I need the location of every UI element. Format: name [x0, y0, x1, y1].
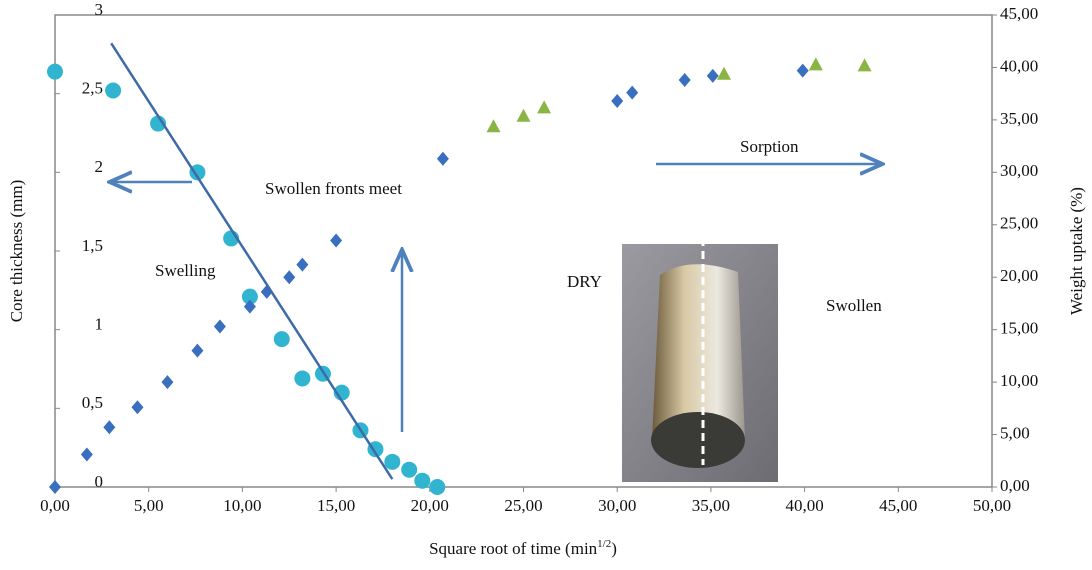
point [213, 319, 226, 334]
x-tick-label: 5,00 [134, 496, 164, 515]
y2-tick-label: 40,00 [1000, 56, 1038, 75]
point [273, 331, 290, 348]
point [717, 66, 732, 80]
annotation: DRY [567, 272, 602, 291]
point [103, 420, 116, 435]
point [161, 375, 174, 390]
point [486, 119, 501, 133]
y2-tick-label: 15,00 [1000, 319, 1038, 338]
x-axis-title: Square root of time (min1/2) [429, 538, 617, 558]
y-tick-label: 0,5 [82, 393, 103, 412]
y2-axis-title: Weight uptake (%) [1067, 187, 1086, 315]
point [189, 164, 206, 181]
x-tick-label: 25,00 [504, 496, 542, 515]
point [706, 68, 719, 83]
y-tick-label: 3 [95, 0, 104, 19]
point [49, 480, 61, 494]
point [243, 299, 256, 314]
plot-frame [54, 14, 993, 488]
y2-tick-label: 35,00 [1000, 109, 1038, 128]
x-axis-title-suffix: ) [611, 539, 617, 558]
point [150, 115, 167, 132]
point [436, 151, 449, 166]
y2-tick-label: 45,00 [1000, 4, 1038, 23]
point [105, 82, 122, 99]
annotation: Swollen [826, 296, 882, 315]
y2-tick-label: 5,00 [1000, 423, 1030, 442]
y2-tick-label: 30,00 [1000, 161, 1038, 180]
y-tick-label: 2 [95, 157, 104, 176]
x-tick-label: 15,00 [317, 496, 355, 515]
point [191, 343, 204, 358]
x-tick-label: 45,00 [879, 496, 917, 515]
point [626, 85, 639, 100]
x-tick-label: 35,00 [692, 496, 730, 515]
point [283, 270, 296, 285]
y2-tick-label: 0,00 [1000, 476, 1030, 495]
y2-tick-label: 25,00 [1000, 214, 1038, 233]
x-axis-title-text: Square root of time (min [429, 539, 598, 558]
point [241, 288, 258, 305]
y-tick-label: 0 [95, 472, 104, 491]
x-tick-label: 30,00 [598, 496, 636, 515]
y-tick-label: 2,5 [82, 79, 103, 98]
point [294, 370, 311, 387]
annotation: Swelling [155, 261, 216, 280]
point [796, 63, 809, 78]
x-axis-title-sup: 1/2 [597, 538, 611, 550]
y-tick-label: 1,5 [82, 236, 103, 255]
point [131, 400, 144, 415]
point [678, 73, 691, 88]
point [516, 108, 531, 122]
point [537, 100, 552, 114]
point [330, 233, 343, 248]
point [857, 58, 872, 72]
point [611, 94, 624, 109]
point [384, 453, 401, 470]
point [296, 257, 309, 272]
x-tick-label: 0,00 [40, 496, 70, 515]
point [808, 57, 823, 71]
y2-tick-label: 20,00 [1000, 266, 1038, 285]
arrows [112, 164, 880, 432]
y2-tick-label: 10,00 [1000, 371, 1038, 390]
x-tick-label: 40,00 [785, 496, 823, 515]
x-tick-label: 20,00 [411, 496, 449, 515]
annotation: Swollen fronts meet [265, 179, 402, 198]
x-tick-label: 50,00 [973, 496, 1011, 515]
point [47, 63, 63, 80]
y-tick-label: 1 [95, 315, 104, 334]
point [401, 461, 418, 478]
x-tick-label: 10,00 [223, 496, 261, 515]
annotation: Sorption [740, 137, 799, 156]
y-axis-title: Core thickness (mm) [7, 180, 26, 323]
point [429, 479, 446, 495]
point [414, 472, 431, 489]
fit-line [110, 42, 394, 480]
photo [622, 160, 778, 482]
point [80, 447, 93, 462]
